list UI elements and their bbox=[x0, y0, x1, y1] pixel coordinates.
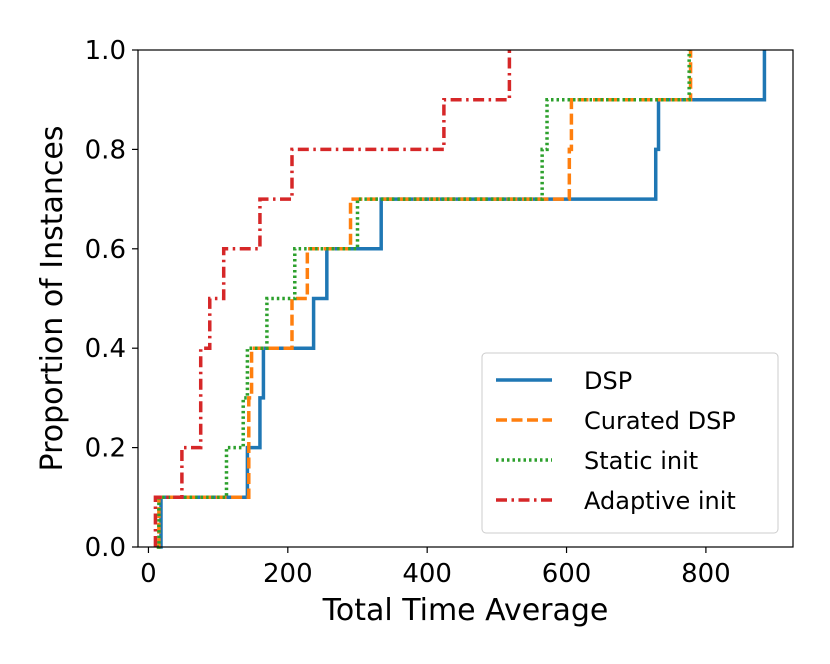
x-tick-label: 0 bbox=[140, 559, 157, 589]
y-tick-label: 0.0 bbox=[85, 533, 126, 563]
x-axis: 0 200 400 600 800 bbox=[140, 547, 731, 589]
series-layer bbox=[153, 50, 767, 549]
y-tick-label: 0.4 bbox=[85, 334, 126, 364]
series-line-adaptive-init bbox=[153, 50, 512, 547]
y-axis-title: Proportion of Instances bbox=[35, 125, 70, 471]
x-tick-label: 200 bbox=[263, 559, 313, 589]
series-line-static-init bbox=[156, 50, 691, 549]
legend-label-curated-dsp: Curated DSP bbox=[584, 407, 736, 435]
legend-label-adaptive-init: Adaptive init bbox=[584, 487, 736, 515]
x-tick-label: 400 bbox=[402, 559, 452, 589]
y-tick-label: 0.6 bbox=[85, 235, 126, 265]
plot-frame bbox=[137, 49, 794, 548]
legend-label-static-init: Static init bbox=[584, 447, 698, 475]
x-tick-label: 800 bbox=[681, 559, 731, 589]
legend: DSP Curated DSP Static init Adaptive init bbox=[481, 352, 779, 534]
y-axis: 0.0 0.2 0.4 0.6 0.8 1.0 bbox=[85, 36, 138, 563]
series-line-dsp bbox=[158, 50, 767, 549]
y-tick-label: 0.8 bbox=[85, 135, 126, 165]
legend-label-dsp: DSP bbox=[584, 367, 632, 395]
x-tick-label: 600 bbox=[542, 559, 592, 589]
series-line-curated-dsp bbox=[156, 50, 693, 549]
x-axis-title: Total Time Average bbox=[322, 593, 609, 628]
y-tick-label: 0.2 bbox=[85, 434, 126, 464]
legend-box bbox=[481, 352, 779, 534]
y-tick-label: 1.0 bbox=[85, 36, 126, 66]
